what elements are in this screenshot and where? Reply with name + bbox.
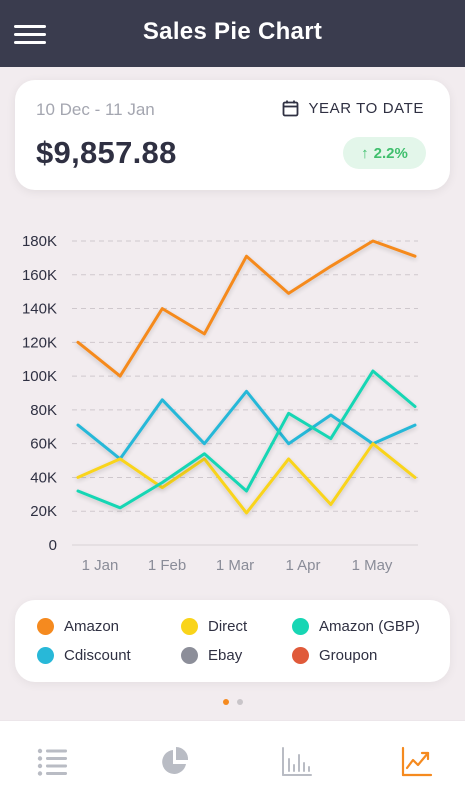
legend-label: Groupon xyxy=(319,647,378,664)
series-line-amazon-gbp xyxy=(76,369,417,510)
legend-dot xyxy=(37,618,54,635)
legend-item-amazon[interactable]: Amazon xyxy=(37,618,119,635)
legend-item-groupon[interactable]: Groupon xyxy=(292,647,377,664)
legend-label: Cdiscount xyxy=(64,647,131,664)
legend-dot xyxy=(37,647,54,664)
y-tick-label: 0 xyxy=(49,537,57,554)
legend-dot xyxy=(292,647,309,664)
page-title: Sales Pie Chart xyxy=(142,18,323,45)
legend-item-ebay[interactable]: Ebay xyxy=(181,647,242,664)
series-line-cdiscount xyxy=(76,389,417,461)
sales-line-chart: 0 20K 40K 60K 80K 100K 120K 140K 160K 180K 1 Jan 1 … xyxy=(22,233,418,574)
legend-label: Amazon xyxy=(64,618,120,635)
x-tick-label: 1 May xyxy=(352,557,393,574)
period-selector-button[interactable]: YEAR TO DATE xyxy=(282,100,424,117)
arrow-up-icon: ↑ xyxy=(361,144,369,162)
y-tick-label: 60K xyxy=(30,436,57,453)
legend-label: Direct xyxy=(208,618,248,635)
list-icon xyxy=(37,748,67,776)
y-tick-label: 40K xyxy=(30,469,57,486)
legend-dot xyxy=(292,618,309,635)
line-chart-icon xyxy=(401,746,433,777)
legend-item-direct[interactable]: Direct xyxy=(181,618,247,635)
x-tick-label: 1 Apr xyxy=(285,557,320,574)
legend-label: Amazon (GBP) xyxy=(319,618,420,635)
y-tick-label: 160K xyxy=(22,267,57,284)
x-tick-label: 1 Mar xyxy=(216,557,254,574)
change-badge: ↑ 2.2% xyxy=(343,137,426,169)
x-tick-label: 1 Jan xyxy=(82,557,119,574)
legend-card: Amazon Direct Amazon (GBP) Cdiscount Eba… xyxy=(15,600,450,682)
legend-dot xyxy=(181,647,198,664)
pie-chart-icon xyxy=(162,746,189,774)
date-range-label: 10 Dec - 11 Jan xyxy=(36,100,155,119)
period-label: YEAR TO DATE xyxy=(308,100,424,117)
page-dot[interactable] xyxy=(236,699,243,705)
y-tick-label: 20K xyxy=(30,503,57,520)
nav-bar-chart-tab[interactable] xyxy=(280,745,314,779)
total-sales-value: $9,857.88 xyxy=(36,135,177,170)
legend-label: Ebay xyxy=(208,647,243,664)
nav-line-chart-tab[interactable] xyxy=(400,745,434,779)
series-line-direct xyxy=(76,442,417,515)
series-line-amazon xyxy=(76,239,417,378)
nav-list-tab[interactable] xyxy=(36,745,70,779)
x-tick-label: 1 Feb xyxy=(148,557,186,574)
y-tick-label: 80K xyxy=(30,402,57,419)
nav-pie-chart-tab[interactable] xyxy=(158,745,192,779)
y-tick-label: 100K xyxy=(22,368,57,385)
y-tick-label: 180K xyxy=(22,233,57,250)
legend-item-amazon-gbp[interactable]: Amazon (GBP) xyxy=(292,618,420,635)
app-bar: Sales Pie Chart xyxy=(0,0,465,67)
change-percent: 2.2% xyxy=(373,144,408,162)
bar-chart-icon xyxy=(282,747,312,776)
summary-card: 10 Dec - 11 Jan YEAR TO DATE $9,857.88 ↑… xyxy=(15,80,450,190)
page-dot-active[interactable] xyxy=(222,699,229,705)
page-indicator xyxy=(0,699,465,705)
bottom-nav xyxy=(0,720,465,800)
calendar-icon xyxy=(283,100,299,117)
y-tick-label: 140K xyxy=(22,301,57,318)
legend-dot xyxy=(181,618,198,635)
legend-item-cdiscount[interactable]: Cdiscount xyxy=(37,647,131,664)
y-tick-label: 120K xyxy=(22,334,57,351)
menu-icon[interactable] xyxy=(14,23,46,45)
